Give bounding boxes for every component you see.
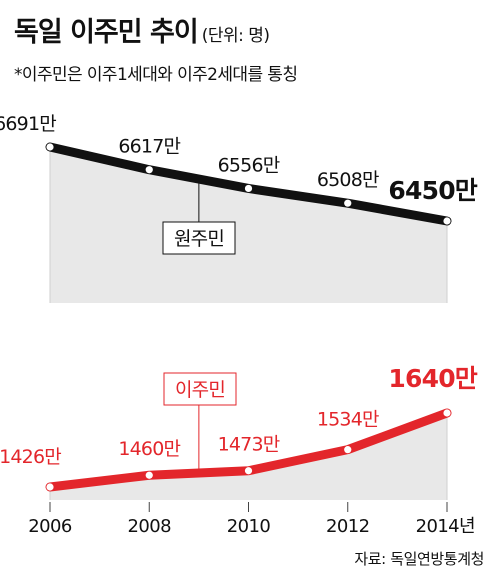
source-text: 자료: 독일연방통계청 — [354, 550, 484, 568]
data-label-1-3: 1534만 — [317, 409, 379, 431]
title-text: 독일 이주민 추이 — [14, 17, 199, 48]
series-name-1: 이주민 — [175, 379, 225, 401]
data-label-0-2: 6556만 — [218, 154, 280, 176]
data-point-1-4 — [443, 409, 451, 417]
data-label-0-0: 6691만 — [0, 113, 56, 135]
callout-box-1 — [163, 372, 237, 406]
callout-box-0 — [162, 221, 236, 255]
data-label-1-2: 1473만 — [218, 434, 280, 456]
data-point-0-0 — [46, 143, 54, 151]
data-label-0-1: 6617만 — [118, 136, 180, 158]
data-point-0-4 — [443, 217, 451, 225]
data-point-1-2 — [244, 467, 253, 475]
data-point-1-3 — [344, 446, 352, 454]
x-tick-label-4: 2014년 — [416, 516, 475, 537]
data-label-1-4: 1640만 — [388, 364, 477, 393]
data-label-0-3: 6508만 — [317, 169, 379, 191]
note-text: *이주민은 이주1세대와 이주2세대를 통칭 — [14, 65, 298, 85]
chart-title: 독일 이주민 추이 (단위: 명) — [14, 10, 270, 49]
panel-area-1 — [50, 413, 447, 500]
data-label-1-1: 1460만 — [118, 438, 180, 460]
data-point-0-2 — [244, 184, 253, 193]
x-tick-label-0: 2006 — [28, 516, 72, 537]
data-point-1-0 — [46, 483, 54, 491]
series-name-0: 원주민 — [174, 228, 224, 250]
panel-area-0 — [50, 147, 447, 303]
data-point-0-1 — [145, 166, 153, 174]
data-point-0-3 — [344, 199, 352, 207]
x-tick-label-2: 2010 — [227, 516, 271, 537]
unit-text: (단위: 명) — [201, 26, 270, 46]
data-label-0-4: 6450만 — [388, 176, 477, 205]
x-tick-label-3: 2012 — [326, 516, 369, 537]
data-label-1-0: 1426만 — [0, 446, 61, 468]
data-point-1-1 — [145, 471, 153, 479]
x-tick-label-1: 2008 — [128, 516, 172, 537]
